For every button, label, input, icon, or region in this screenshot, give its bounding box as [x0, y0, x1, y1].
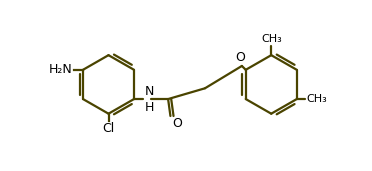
Text: O: O — [235, 51, 245, 64]
Text: CH₃: CH₃ — [306, 94, 327, 104]
Text: N: N — [145, 84, 154, 97]
Text: CH₃: CH₃ — [261, 34, 282, 44]
Text: Cl: Cl — [102, 122, 115, 135]
Text: H₂N: H₂N — [48, 63, 72, 76]
Text: H: H — [145, 101, 154, 114]
Text: O: O — [172, 117, 182, 130]
